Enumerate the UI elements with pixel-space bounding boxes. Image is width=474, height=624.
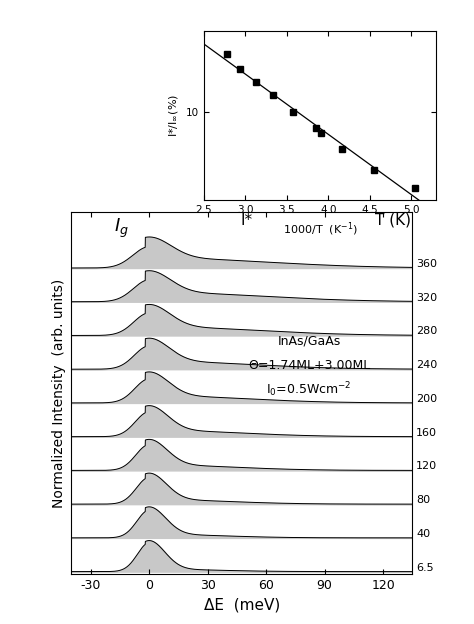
X-axis label: 1000/T  (K$^{-1}$): 1000/T (K$^{-1}$) <box>283 220 357 238</box>
Text: T (K): T (K) <box>375 213 411 228</box>
Text: $I_g$: $I_g$ <box>114 217 129 240</box>
X-axis label: ΔE  (meV): ΔE (meV) <box>204 598 280 613</box>
Text: 200: 200 <box>416 394 438 404</box>
Text: 240: 240 <box>416 360 438 370</box>
Text: 80: 80 <box>416 495 430 505</box>
Text: 40: 40 <box>416 529 430 539</box>
Text: I*: I* <box>240 213 253 228</box>
Text: 160: 160 <box>416 427 438 437</box>
Y-axis label: Normalized Intensity  (arb. units): Normalized Intensity (arb. units) <box>52 278 65 508</box>
Text: InAs/GaAs: InAs/GaAs <box>277 334 341 348</box>
Text: I$_0$=0.5Wcm$^{-2}$: I$_0$=0.5Wcm$^{-2}$ <box>266 380 352 399</box>
Text: 320: 320 <box>416 293 438 303</box>
Text: 280: 280 <box>416 326 438 336</box>
Y-axis label: I*/I$_{\infty}$(%): I*/I$_{\infty}$(%) <box>167 94 180 137</box>
Text: Θ=1.74ML+3.00ML: Θ=1.74ML+3.00ML <box>248 359 370 372</box>
Text: 6.5: 6.5 <box>416 563 434 573</box>
Text: 120: 120 <box>416 461 438 471</box>
Text: 360: 360 <box>416 259 438 269</box>
